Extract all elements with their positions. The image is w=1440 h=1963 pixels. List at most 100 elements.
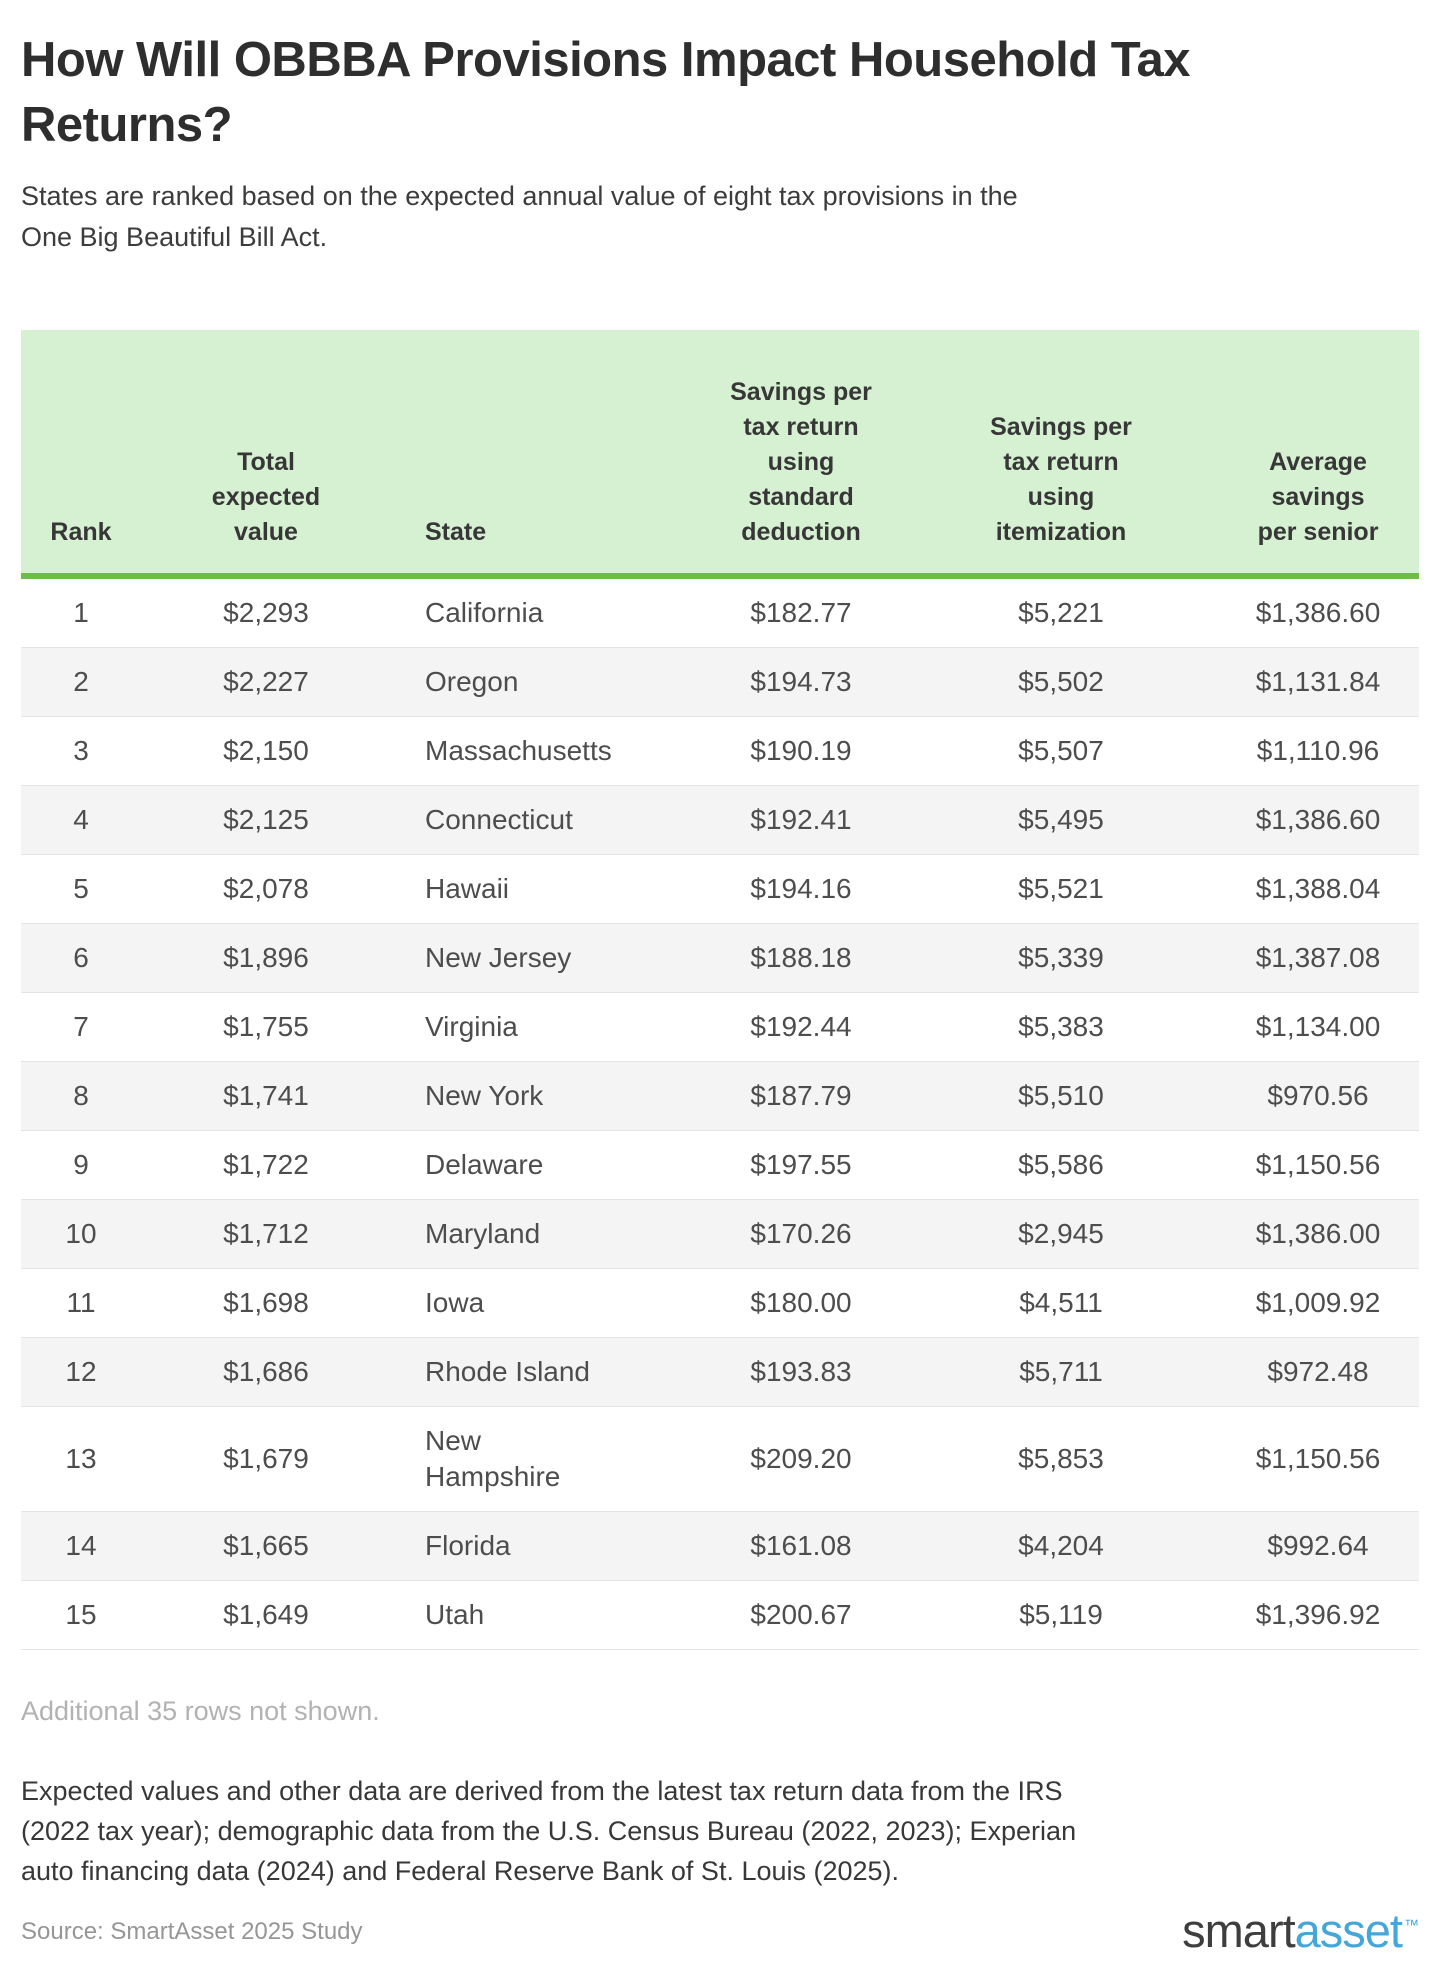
cell-rank: 3 xyxy=(21,717,141,786)
cell-average-savings-per-senior: $1,009.92 xyxy=(1181,1269,1419,1338)
cell-state: Maryland xyxy=(391,1200,661,1269)
table-row: 2 $2,227 Oregon $194.73 $5,502 $1,131.84 xyxy=(21,648,1419,717)
table-row: 12 $1,686 Rhode Island $193.83 $5,711 $972.48 xyxy=(21,1338,1419,1407)
cell-average-savings-per-senior: $1,386.00 xyxy=(1181,1200,1419,1269)
cell-state: Delaware xyxy=(391,1131,661,1200)
cell-total-expected-value: $1,755 xyxy=(141,993,391,1062)
cell-total-expected-value: $2,150 xyxy=(141,717,391,786)
table-row: 1 $2,293 California $182.77 $5,221 $1,386.60 xyxy=(21,579,1419,648)
cell-savings-standard-deduction: $194.16 xyxy=(661,855,941,924)
cell-state: Hawaii xyxy=(391,855,661,924)
cell-average-savings-per-senior: $972.48 xyxy=(1181,1338,1419,1407)
cell-total-expected-value: $1,665 xyxy=(141,1512,391,1581)
cell-rank: 14 xyxy=(21,1512,141,1581)
cell-savings-itemization: $4,204 xyxy=(941,1512,1181,1581)
table-row: 10 $1,712 Maryland $170.26 $2,945 $1,386.00 xyxy=(21,1200,1419,1269)
cell-savings-itemization: $5,586 xyxy=(941,1131,1181,1200)
cell-rank: 11 xyxy=(21,1269,141,1338)
cell-savings-itemization: $5,221 xyxy=(941,579,1181,648)
cell-savings-standard-deduction: $187.79 xyxy=(661,1062,941,1131)
cell-state: Rhode Island xyxy=(391,1338,661,1407)
cell-rank: 2 xyxy=(21,648,141,717)
cell-total-expected-value: $1,679 xyxy=(141,1407,391,1512)
cell-state: New Jersey xyxy=(391,924,661,993)
cell-savings-itemization: $4,511 xyxy=(941,1269,1181,1338)
cell-state: Massachusetts xyxy=(391,717,661,786)
cell-savings-standard-deduction: $197.55 xyxy=(661,1131,941,1200)
cell-total-expected-value: $1,896 xyxy=(141,924,391,993)
cell-rank: 7 xyxy=(21,993,141,1062)
cell-average-savings-per-senior: $1,134.00 xyxy=(1181,993,1419,1062)
table-row: 7 $1,755 Virginia $192.44 $5,383 $1,134.00 xyxy=(21,993,1419,1062)
cell-total-expected-value: $1,698 xyxy=(141,1269,391,1338)
cell-savings-itemization: $5,383 xyxy=(941,993,1181,1062)
cell-state: New Hampshire xyxy=(391,1407,661,1512)
cell-savings-standard-deduction: $180.00 xyxy=(661,1269,941,1338)
cell-total-expected-value: $2,227 xyxy=(141,648,391,717)
table-row: 5 $2,078 Hawaii $194.16 $5,521 $1,388.04 xyxy=(21,855,1419,924)
cell-total-expected-value: $1,722 xyxy=(141,1131,391,1200)
cell-total-expected-value: $1,686 xyxy=(141,1338,391,1407)
cell-total-expected-value: $2,125 xyxy=(141,786,391,855)
cell-rank: 15 xyxy=(21,1581,141,1650)
cell-total-expected-value: $1,712 xyxy=(141,1200,391,1269)
source-note: Source: SmartAsset 2025 Study xyxy=(21,1918,363,1945)
footer-bar: Source: SmartAsset 2025 Study smartasset… xyxy=(21,1907,1419,1954)
cell-rank: 1 xyxy=(21,579,141,648)
cell-average-savings-per-senior: $970.56 xyxy=(1181,1062,1419,1131)
table-body: 1 $2,293 California $182.77 $5,221 $1,386.60 2… xyxy=(21,579,1419,1650)
cell-average-savings-per-senior: $1,150.56 xyxy=(1181,1407,1419,1512)
cell-rank: 13 xyxy=(21,1407,141,1512)
column-header-savings-standard-deduction: Savings per tax return using standard de… xyxy=(661,330,941,579)
cell-savings-standard-deduction: $192.44 xyxy=(661,993,941,1062)
cell-state: California xyxy=(391,579,661,648)
cell-state: Virginia xyxy=(391,993,661,1062)
cell-savings-itemization: $5,711 xyxy=(941,1338,1181,1407)
cell-average-savings-per-senior: $1,386.60 xyxy=(1181,786,1419,855)
cell-savings-standard-deduction: $200.67 xyxy=(661,1581,941,1650)
cell-savings-itemization: $5,495 xyxy=(941,786,1181,855)
cell-total-expected-value: $1,741 xyxy=(141,1062,391,1131)
logo-trademark-icon: ™ xyxy=(1404,1917,1419,1935)
logo-asset-text: asset xyxy=(1294,1904,1403,1957)
additional-rows-note: Additional 35 rows not shown. xyxy=(21,1696,380,1726)
methodology-note: Expected values and other data are deriv… xyxy=(21,1776,1077,1886)
cell-average-savings-per-senior: $1,110.96 xyxy=(1181,717,1419,786)
cell-savings-itemization: $5,502 xyxy=(941,648,1181,717)
column-header-total-expected-value: Total expected value xyxy=(141,330,391,579)
cell-average-savings-per-senior: $1,131.84 xyxy=(1181,648,1419,717)
cell-savings-itemization: $5,119 xyxy=(941,1581,1181,1650)
table-row: 8 $1,741 New York $187.79 $5,510 $970.56 xyxy=(21,1062,1419,1131)
table-row: 13 $1,679 New Hampshire $209.20 $5,853 $1,150… xyxy=(21,1407,1419,1512)
cell-rank: 12 xyxy=(21,1338,141,1407)
cell-savings-standard-deduction: $209.20 xyxy=(661,1407,941,1512)
cell-savings-standard-deduction: $190.19 xyxy=(661,717,941,786)
column-header-savings-itemization: Savings per tax return using itemization xyxy=(941,330,1181,579)
cell-rank: 5 xyxy=(21,855,141,924)
page-subtitle: States are ranked based on the expected … xyxy=(21,181,1018,252)
cell-rank: 9 xyxy=(21,1131,141,1200)
cell-average-savings-per-senior: $992.64 xyxy=(1181,1512,1419,1581)
state-rankings-table: Rank Total expected value State Savings per… xyxy=(21,330,1419,1650)
cell-savings-itemization: $5,507 xyxy=(941,717,1181,786)
table-header-row: Rank Total expected value State Savings per… xyxy=(21,330,1419,579)
logo-smart-text: smart xyxy=(1182,1904,1295,1957)
cell-savings-standard-deduction: $161.08 xyxy=(661,1512,941,1581)
cell-rank: 8 xyxy=(21,1062,141,1131)
cell-state: Oregon xyxy=(391,648,661,717)
cell-average-savings-per-senior: $1,388.04 xyxy=(1181,855,1419,924)
cell-savings-standard-deduction: $192.41 xyxy=(661,786,941,855)
cell-total-expected-value: $1,649 xyxy=(141,1581,391,1650)
cell-savings-itemization: $5,510 xyxy=(941,1062,1181,1131)
cell-savings-itemization: $5,853 xyxy=(941,1407,1181,1512)
table-row: 9 $1,722 Delaware $197.55 $5,586 $1,150.56 xyxy=(21,1131,1419,1200)
table-row: 11 $1,698 Iowa $180.00 $4,511 $1,009.92 xyxy=(21,1269,1419,1338)
cell-average-savings-per-senior: $1,387.08 xyxy=(1181,924,1419,993)
cell-savings-itemization: $5,339 xyxy=(941,924,1181,993)
smartasset-logo: smartasset ™ xyxy=(1182,1907,1419,1954)
table-row: 4 $2,125 Connecticut $192.41 $5,495 $1,386.60 xyxy=(21,786,1419,855)
cell-rank: 10 xyxy=(21,1200,141,1269)
cell-rank: 6 xyxy=(21,924,141,993)
cell-state: Iowa xyxy=(391,1269,661,1338)
